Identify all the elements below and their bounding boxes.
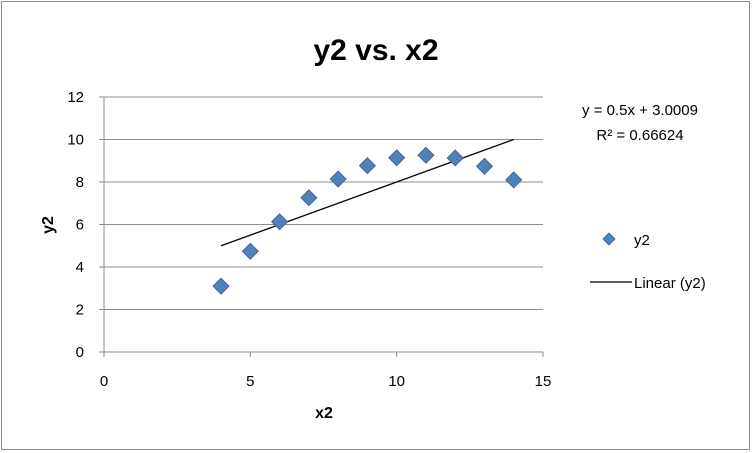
chart-title: y2 vs. x2: [313, 34, 438, 67]
trendline: [220, 138, 514, 247]
data-point: [417, 146, 435, 164]
data-point: [446, 149, 464, 167]
y-tick-label: 10: [67, 132, 84, 149]
x-tick-label: 0: [100, 373, 108, 390]
data-point: [475, 157, 494, 175]
data-point: [358, 157, 376, 175]
legend-label-trendline: Linear (y2): [634, 275, 706, 292]
data-point: [329, 170, 347, 188]
data-point: [505, 171, 523, 189]
y-tick-label: 2: [76, 302, 84, 319]
data-point: [300, 189, 318, 207]
data-points: [212, 146, 523, 295]
data-point: [388, 149, 406, 167]
x-tick-label: 15: [535, 373, 552, 390]
y-tick-label: 8: [76, 174, 84, 191]
tick-labels: 0 2 4 6 8 10 12 0 5 10 15: [67, 89, 551, 390]
y-tick-label: 0: [76, 344, 84, 361]
legend-label-y2: y2: [634, 232, 650, 249]
trendline-group: [220, 138, 514, 247]
y-tick-label: 12: [67, 89, 84, 106]
data-point: [212, 277, 230, 295]
x-tick-label: 5: [246, 373, 254, 390]
trendline-equation: y = 0.5x + 3.0009: [582, 102, 698, 119]
gridlines: [104, 96, 543, 310]
axes: [99, 96, 544, 357]
y-tick-label: 4: [76, 259, 84, 276]
x-tick-label: 10: [388, 373, 405, 390]
legend-marker-y2: [602, 232, 616, 246]
data-point: [271, 213, 289, 231]
legend: y2 Linear (y2): [590, 232, 706, 292]
y-tick-label: 6: [76, 217, 84, 234]
x-axis-label: x2: [315, 405, 333, 422]
y-axis-label: y2: [40, 216, 57, 234]
data-point: [241, 242, 259, 260]
trendline-r-squared: R² = 0.66624: [596, 127, 683, 144]
